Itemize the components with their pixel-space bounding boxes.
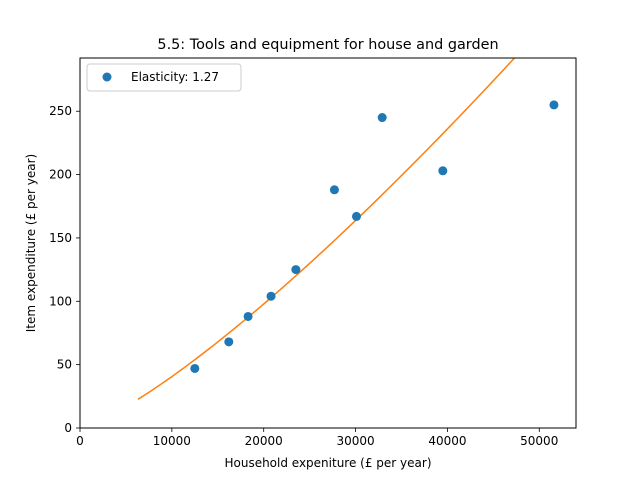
legend-box	[86, 63, 242, 92]
legend-marker	[102, 72, 112, 82]
data-point	[438, 166, 448, 176]
x-tick-label: 40000	[428, 434, 466, 448]
y-tick-label: 150	[49, 231, 72, 245]
data-point	[377, 113, 387, 123]
x-tick-label: 50000	[520, 434, 558, 448]
legend: Elasticity: 1.27	[86, 63, 242, 92]
y-tick-label: 200	[49, 168, 72, 182]
y-tick-label: 250	[49, 104, 72, 118]
x-tick-label: 0	[76, 434, 84, 448]
data-point	[224, 337, 234, 347]
data-point	[351, 211, 361, 221]
y-tick-label: 100	[49, 294, 72, 308]
x-axis-label: Household expeniture (£ per year)	[224, 456, 431, 470]
y-axis: 0 50 100 150 200 250	[49, 104, 80, 435]
plot-frame	[79, 57, 577, 429]
fit-line	[137, 58, 516, 401]
data-point	[291, 265, 301, 275]
data-point	[190, 363, 200, 373]
y-tick-label: 50	[57, 358, 72, 372]
y-axis-label: Item expenditure (£ per year)	[24, 154, 38, 332]
x-axis: 0 10000 20000 30000 40000 50000	[76, 428, 558, 448]
y-tick-label: 0	[64, 421, 72, 435]
x-tick-label: 10000	[153, 434, 191, 448]
x-tick-label: 30000	[336, 434, 374, 448]
data-point	[549, 100, 559, 110]
data-point	[243, 311, 253, 321]
x-tick-label: 20000	[245, 434, 283, 448]
data-point	[266, 291, 276, 301]
data-point	[329, 185, 339, 195]
legend-label: Elasticity: 1.27	[131, 70, 219, 84]
chart-title: 5.5: Tools and equipment for house and g…	[157, 37, 498, 53]
